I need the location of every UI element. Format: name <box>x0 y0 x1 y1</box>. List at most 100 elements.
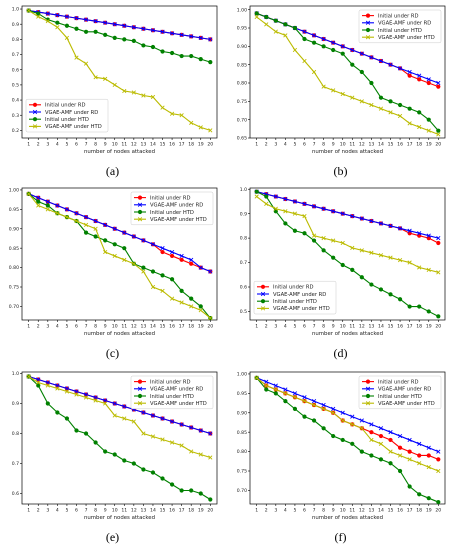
data-point <box>273 18 278 23</box>
data-point <box>369 102 374 108</box>
x-tick-label: 15 <box>160 142 166 148</box>
data-point <box>369 80 374 86</box>
chart-panel-e: 0.6 0.7 0.8 0.9 1.0 1 2 3 4 5 6 7 8 9 10 11 12 13 14 15 16 17… <box>0 366 225 546</box>
x-tick-label: 6 <box>303 324 306 330</box>
data-point <box>417 124 422 130</box>
chart-svg-b: 0.650.700.750.800.850.900.951.001 2 3 4 5 6 7 8… <box>237 5 446 178</box>
x-axis-label: number of nodes attacked <box>312 149 383 155</box>
data-point <box>426 464 431 470</box>
data-point <box>311 418 317 423</box>
x-tick-label: 13 <box>368 142 374 148</box>
y-tick-label: 0.70 <box>237 117 247 123</box>
x-tick-label: 13 <box>140 508 146 514</box>
data-point <box>150 242 156 247</box>
chart-panel-d: 0.5 0.6 0.7 0.8 0.9 1.0 1 2 3 4 5 6 7 8 9 10 11 12 13 14 15 1… <box>228 182 453 362</box>
x-tick-label: 3 <box>46 508 49 514</box>
series-initial-under-htd <box>26 374 213 502</box>
data-point <box>359 216 364 221</box>
x-tick-label: 2 <box>265 142 268 148</box>
data-point <box>397 66 403 71</box>
y-tick-label: 0.95 <box>237 26 247 32</box>
data-point <box>436 80 441 86</box>
data-point <box>273 29 278 34</box>
data-point <box>359 418 364 423</box>
data-point <box>321 44 326 49</box>
data-point <box>407 260 412 265</box>
legend-marker <box>260 291 266 297</box>
data-point <box>160 49 165 54</box>
x-tick-label: 19 <box>198 142 204 148</box>
data-point <box>283 22 288 27</box>
data-point <box>160 288 165 294</box>
data-point <box>417 73 422 78</box>
data-point <box>208 431 213 436</box>
data-point <box>55 20 60 25</box>
legend-label: Initial under HTD <box>45 117 89 123</box>
data-point <box>264 383 269 388</box>
legend-label: Initial under HTD <box>378 394 422 400</box>
series-line <box>28 10 211 40</box>
data-point <box>436 499 441 505</box>
data-point <box>378 441 384 446</box>
data-point <box>169 249 175 255</box>
y-tick-label: 1.0 <box>12 371 19 377</box>
data-point <box>359 449 364 454</box>
data-point <box>407 121 412 126</box>
y-tick-label: 0.7 <box>12 461 19 467</box>
data-point <box>436 132 441 137</box>
x-tick-label: 17 <box>179 142 185 148</box>
y-tick-label: 0.5 <box>12 82 19 88</box>
x-axis-label: number of nodes attacked <box>84 331 155 337</box>
legend-label: VGAE-AMF under RD <box>378 21 431 27</box>
data-point <box>141 265 146 270</box>
data-point <box>311 398 317 404</box>
data-point <box>283 221 288 226</box>
data-point <box>350 245 355 251</box>
data-point <box>103 20 108 25</box>
data-point <box>198 308 203 313</box>
data-point <box>45 207 50 212</box>
x-tick-label: 18 <box>416 508 422 514</box>
x-tick-label: 14 <box>150 508 156 514</box>
x-tick-label: 1 <box>255 142 258 148</box>
data-point <box>122 37 127 42</box>
x-tick-label: 7 <box>313 508 316 514</box>
data-point <box>426 77 431 82</box>
data-point <box>103 449 108 454</box>
x-tick-label: 17 <box>179 508 185 514</box>
x-tick-label: 16 <box>397 142 403 148</box>
series-line <box>28 193 211 272</box>
data-point <box>264 379 269 384</box>
data-point <box>83 29 89 34</box>
legend-marker <box>365 401 371 406</box>
data-point <box>103 32 108 37</box>
data-point <box>378 433 384 439</box>
x-tick-label: 12 <box>359 142 365 148</box>
x-tick-label: 4 <box>56 508 59 514</box>
data-point <box>302 36 307 42</box>
data-point <box>417 453 422 458</box>
data-point <box>273 206 278 211</box>
legend-label: VGAE-AMF under RD <box>150 203 203 209</box>
data-point <box>302 398 307 404</box>
data-point <box>64 14 70 19</box>
data-point <box>55 12 60 18</box>
x-tick-label: 2 <box>37 324 40 330</box>
x-tick-label: 14 <box>378 142 384 148</box>
data-point <box>397 453 403 458</box>
x-tick-label: 17 <box>407 508 413 514</box>
y-tick-label: 0.90 <box>237 44 247 50</box>
data-point <box>169 482 175 487</box>
data-point <box>131 38 136 43</box>
data-point <box>407 304 412 309</box>
x-axis-label: number of nodes attacked <box>312 331 383 337</box>
data-point <box>273 194 278 199</box>
data-point <box>141 467 146 472</box>
data-point <box>36 14 41 19</box>
data-point <box>331 209 336 214</box>
x-tick-label: 12 <box>131 508 137 514</box>
data-point <box>189 449 194 454</box>
data-point <box>93 218 98 224</box>
y-tick-label: 0.9 <box>240 211 247 217</box>
x-tick-label: 14 <box>150 324 156 330</box>
